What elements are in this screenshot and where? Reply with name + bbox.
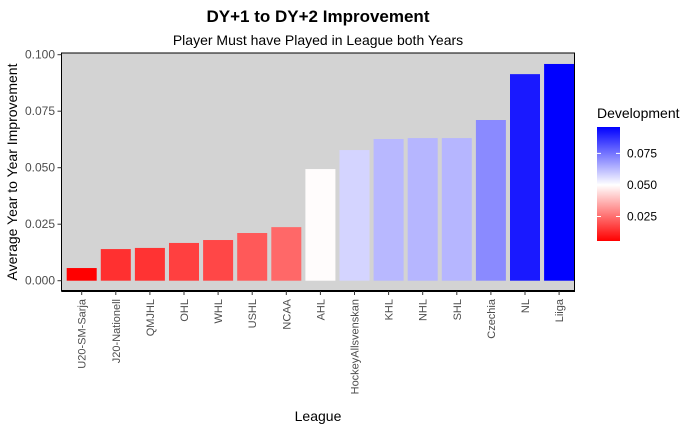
x-tick-label: USHL bbox=[247, 299, 259, 328]
bar-KHL bbox=[373, 138, 404, 281]
y-tick-label: 0.000 bbox=[25, 274, 55, 288]
x-tick-label: QMJHL bbox=[145, 299, 157, 336]
legend-title: Development bbox=[597, 105, 680, 121]
x-tick-label: NCAA bbox=[281, 298, 293, 329]
x-tick-label: WHL bbox=[213, 299, 225, 323]
bar-NL bbox=[510, 74, 540, 281]
legend-tick-label: 0.050 bbox=[627, 178, 657, 192]
bar-QMJHL bbox=[134, 247, 165, 281]
y-tick-label: 0.025 bbox=[25, 217, 55, 231]
chart-subtitle: Player Must have Played in League both Y… bbox=[173, 32, 463, 48]
bar-WHL bbox=[203, 240, 234, 281]
x-axis-label: League bbox=[295, 408, 342, 424]
bar-USHL bbox=[237, 233, 268, 281]
bar-Liiga bbox=[544, 63, 575, 281]
x-tick-label: NHL bbox=[418, 299, 430, 321]
x-tick-label: NL bbox=[520, 299, 532, 313]
x-tick-label: OHL bbox=[179, 299, 191, 322]
bar-J20-Nationell bbox=[100, 249, 131, 281]
bar-U20-SM-Sarja bbox=[66, 268, 97, 281]
x-tick-label: KHL bbox=[384, 299, 396, 320]
x-tick-label: HockeyAllsvenskan bbox=[350, 299, 362, 394]
bar-HockeyAllsvenskan bbox=[339, 150, 370, 281]
y-tick-label: 0.100 bbox=[25, 48, 55, 62]
legend-tick-label: 0.075 bbox=[627, 146, 657, 160]
y-tick-label: 0.050 bbox=[25, 161, 55, 175]
bar-OHL bbox=[169, 242, 199, 281]
bar-NHL bbox=[407, 138, 438, 281]
x-tick-label: AHL bbox=[315, 299, 327, 320]
bar-SHL bbox=[441, 138, 472, 281]
x-tick-label: SHL bbox=[452, 299, 464, 320]
bar-AHL bbox=[305, 169, 336, 281]
x-tick-label: J20-Nationell bbox=[111, 299, 123, 363]
x-tick-label: Liiga bbox=[554, 298, 566, 322]
bar-NCAA bbox=[271, 227, 302, 281]
x-tick-label: Czechia bbox=[486, 298, 498, 339]
y-tick-label: 0.075 bbox=[25, 104, 55, 118]
y-axis-label: Average Year to Year Improvement bbox=[4, 63, 20, 280]
chart-title: DY+1 to DY+2 Improvement bbox=[207, 7, 430, 26]
x-tick-label: U20-SM-Sarja bbox=[77, 298, 89, 369]
bar-Czechia bbox=[475, 120, 506, 281]
legend-tick-label: 0.025 bbox=[627, 210, 657, 224]
legend-colorbar bbox=[597, 127, 620, 241]
panel-border bbox=[61, 52, 575, 292]
